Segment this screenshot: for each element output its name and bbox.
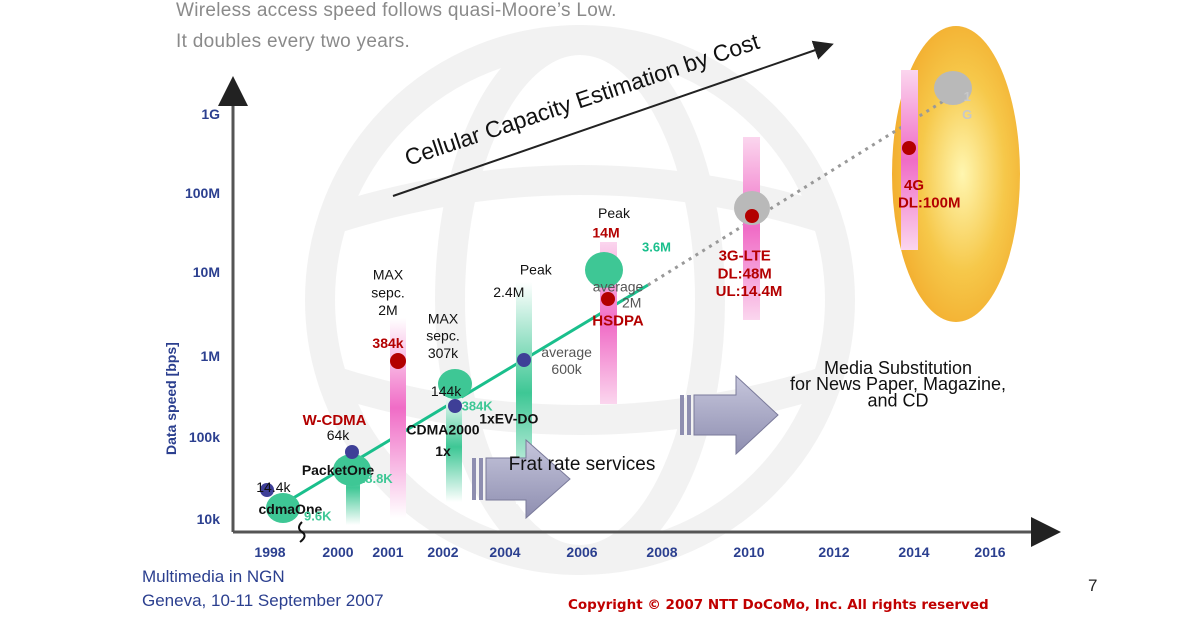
annotation-hsdpa-average-val: 2M	[622, 294, 641, 310]
copyright-notice: Copyright © 2007 NTT DoCoMo, Inc. All ri…	[568, 597, 989, 613]
dot-4g	[902, 141, 916, 155]
annotation-cdma2000-speed: 144k	[431, 383, 462, 399]
x-tick-2004: 2004	[489, 544, 520, 560]
annotation-cdma2000-max2: sepc.	[426, 328, 459, 344]
annotation-evdo-label: 1xEV-DO	[479, 411, 538, 427]
range-bar-wcdma	[390, 318, 406, 518]
x-tick-2002: 2002	[427, 544, 458, 560]
annotation-media-3: and CD	[867, 391, 928, 411]
x-tick-2014: 2014	[898, 544, 929, 560]
annotation-media-1: Media Substitution	[824, 358, 972, 378]
trend-line-dotted	[647, 95, 951, 287]
x-tick-2006: 2006	[566, 544, 597, 560]
x-tick-2010: 2010	[733, 544, 764, 560]
dot-wcdma	[390, 353, 406, 369]
cost-estimation-arrow	[392, 40, 834, 197]
ellipse-cdma2000	[438, 369, 472, 399]
annotation-evdo-average-val: 600k	[551, 361, 582, 377]
annotation-ghost-1g-2: G	[962, 107, 972, 122]
x-tick-1998: 1998	[254, 544, 285, 560]
annotation-wcdma-max3: 2M	[378, 302, 397, 318]
ellipse-hsdpa	[585, 252, 623, 288]
annotation-cdma2000-max3: 307k	[428, 345, 459, 361]
annotation-lte-dl: DL:48M	[718, 266, 772, 283]
annotation-cdmaone-speed: 14.4k	[256, 479, 291, 495]
annotation-evdo-peak: Peak	[520, 261, 553, 277]
y-tick-1G: 1G	[201, 106, 220, 122]
x-tick-2000: 2000	[322, 544, 353, 560]
y-tick-10M: 10M	[193, 264, 220, 280]
page-number: 7	[1088, 576, 1098, 595]
dot-evdo	[517, 353, 531, 367]
annotation-cdmaone-label: cdmaOne	[258, 501, 322, 517]
ellipse-1g	[934, 71, 972, 105]
annotation-media-2: for News Paper, Magazine,	[790, 374, 1006, 394]
footer-event: Multimedia in NGN	[142, 567, 285, 586]
annotation-ghost-3-6m: 3.6M	[642, 240, 671, 255]
range-bar-4g	[901, 70, 918, 250]
annotation-packetone-ghost: 28.8K	[358, 471, 393, 486]
annotation-hsdpa-label: HSDPA	[592, 313, 644, 330]
x-tick-2012: 2012	[818, 544, 849, 560]
annotation-cdma2000-label2: 1x	[435, 443, 451, 459]
y-axis-label: Data speed [bps]	[163, 342, 179, 455]
annotation-ghost-384k: 384K	[462, 398, 494, 413]
annotation-packetone-speed: 64k	[327, 427, 351, 443]
annotation-wcdma-label: W-CDMA	[303, 412, 367, 429]
annotation-frat-rate: Frat rate services	[509, 454, 656, 475]
annotation-wcdma-max2: sepc.	[371, 285, 404, 301]
ellipse-cdmaone	[266, 493, 300, 523]
annotation-evdo-speed: 2.4M	[493, 284, 524, 300]
annotation-lte-ul: UL:14.4M	[716, 283, 783, 300]
4g-highlight-oval	[892, 26, 1020, 322]
y-tick-10k: 10k	[197, 511, 221, 527]
subtitle-line-2: It doubles every two years.	[176, 31, 411, 52]
annotation-hsdpa-average: average	[593, 279, 644, 295]
x-tick-2016: 2016	[974, 544, 1005, 560]
annotation-wcdma-max1: MAX	[373, 267, 404, 283]
annotation-cdmaone-ghost: 9.6K	[304, 508, 332, 523]
media-substitution-arrow	[680, 374, 779, 456]
x-tick-labels: 1998 2000 2001 2002 2004 2006 2008 2010 2012 2014…	[254, 544, 1005, 560]
dot-cdmaone	[260, 483, 274, 497]
subtitle-line-1: Wireless access speed follows quasi-Moor…	[176, 0, 617, 21]
ellipse-lte	[734, 191, 770, 225]
ellipse-packetone	[333, 454, 371, 486]
annotation-ghost-1g-1: 1	[964, 89, 971, 104]
annotation-hsdpa-peak: Peak	[598, 205, 631, 221]
footer-location-date: Geneva, 10-11 September 2007	[142, 591, 384, 610]
x-tick-2008: 2008	[646, 544, 677, 560]
y-tick-labels: 10k 100k 1M 10M 100M 1G	[185, 106, 220, 527]
x-tick-2001: 2001	[372, 544, 403, 560]
y-tick-100k: 100k	[189, 429, 220, 445]
annotation-hsdpa-speed: 14M	[592, 224, 619, 240]
annotation-cdma2000-label1: CDMA2000	[406, 422, 479, 438]
y-tick-1M: 1M	[201, 348, 220, 364]
annotation-evdo-average: average	[541, 344, 592, 360]
dot-hsdpa	[601, 292, 615, 306]
dot-packetone	[345, 445, 359, 459]
annotation-wcdma-speed: 384k	[372, 335, 403, 351]
dot-lte	[745, 209, 759, 223]
annotation-cdma2000-max1: MAX	[428, 310, 459, 326]
y-tick-100M: 100M	[185, 185, 220, 201]
dot-cdma2000	[448, 399, 462, 413]
range-bar-cdma2000	[446, 392, 462, 502]
range-bar-lte	[743, 137, 760, 320]
annotation-lte-label: 3G-LTE	[719, 248, 771, 265]
squiggle-mark	[298, 521, 306, 543]
background-globe-watermark	[305, 25, 855, 575]
frat-rate-arrow	[472, 438, 571, 520]
annotation-4g-dl: DL:100M	[898, 195, 961, 212]
annotation-4g-label: 4G	[904, 177, 924, 194]
annotation-packetone-label: PacketOne	[302, 462, 375, 478]
